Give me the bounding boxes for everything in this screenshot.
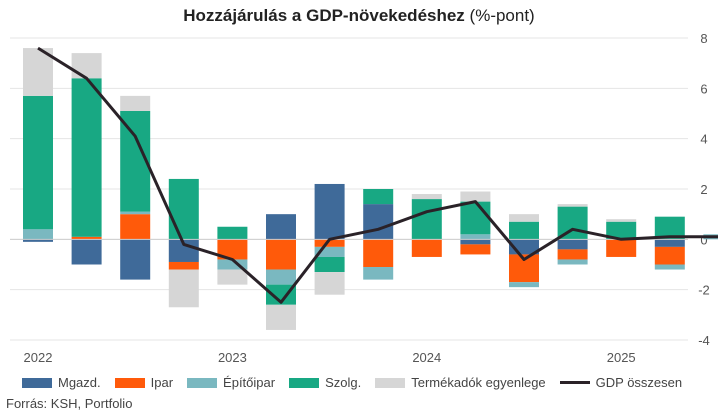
bar-mgazd bbox=[168, 239, 199, 262]
bar-szolg bbox=[654, 216, 685, 240]
gdp-line bbox=[37, 46, 718, 304]
bar-ipar bbox=[217, 239, 248, 260]
bar-p-t-ipar bbox=[120, 211, 151, 215]
x-tick-label: 2023 bbox=[218, 350, 247, 365]
bar-mgazd bbox=[557, 239, 588, 250]
legend-label: Szolg. bbox=[325, 375, 362, 390]
bar-term-kad-k-egyenlege bbox=[460, 191, 491, 202]
legend-swatch bbox=[114, 377, 145, 388]
bar-p-t-ipar bbox=[314, 246, 345, 257]
legend-swatch bbox=[187, 377, 218, 388]
y-tick-label: 8 bbox=[700, 31, 707, 46]
legend-item: Termékadók egyenlege bbox=[375, 375, 546, 390]
bar-term-kad-k-egyenlege bbox=[411, 194, 442, 200]
bar-ipar bbox=[363, 239, 394, 268]
bar-mgazd bbox=[363, 204, 394, 240]
chart-plot: -4 -2 0 2 4 6 8 2022 2023 2024 2025 bbox=[10, 31, 718, 365]
bar-p-t-ipar bbox=[654, 264, 685, 270]
bar-mgazd bbox=[266, 214, 296, 240]
legend-label: Mgazd. bbox=[58, 375, 101, 390]
bar-mgazd bbox=[654, 239, 685, 247]
bar-term-kad-k-egyenlege bbox=[168, 269, 199, 308]
x-tick-label: 2025 bbox=[607, 350, 636, 365]
bar-p-t-ipar bbox=[23, 229, 53, 240]
legend-label: Termékadók egyenlege bbox=[411, 375, 546, 390]
bar-term-kad-k-egyenlege bbox=[557, 204, 588, 207]
bar-term-kad-k-egyenlege bbox=[71, 53, 102, 79]
chart-title-unit: (%-pont) bbox=[464, 6, 535, 25]
bar-ipar bbox=[654, 246, 685, 265]
legend-swatch bbox=[375, 377, 406, 388]
bar-term-kad-k-egyenlege bbox=[266, 304, 296, 330]
y-tick-label: -2 bbox=[698, 283, 710, 298]
bar-szolg bbox=[71, 78, 102, 237]
bar-szolg bbox=[23, 95, 53, 230]
legend-swatch bbox=[22, 377, 52, 388]
bar-term-kad-k-egyenlege bbox=[314, 272, 345, 295]
bar-szolg bbox=[606, 221, 637, 240]
chart-title-main: Hozzájárulás a GDP-növekedéshez bbox=[183, 6, 465, 25]
bar-p-t-ipar bbox=[363, 267, 394, 280]
bar-szolg bbox=[411, 199, 442, 240]
bar-ipar bbox=[120, 214, 151, 240]
bar-ipar bbox=[71, 236, 102, 240]
bar-term-kad-k-egyenlege bbox=[606, 219, 637, 222]
bar-mgazd bbox=[314, 183, 345, 240]
bar-ipar bbox=[314, 239, 345, 247]
y-tick-label: 6 bbox=[700, 81, 707, 96]
x-tick-label: 2024 bbox=[412, 350, 441, 365]
bar-ipar bbox=[460, 244, 491, 255]
source-note: Forrás: KSH, Portfolio bbox=[6, 396, 133, 411]
legend-label: Ipar bbox=[150, 375, 174, 390]
x-tick-label: 2022 bbox=[24, 350, 53, 365]
bar-p-t-ipar bbox=[509, 282, 539, 288]
y-tick-label: 2 bbox=[700, 182, 707, 197]
legend-swatch bbox=[289, 377, 320, 388]
legend-item: Építőipar bbox=[187, 375, 275, 390]
legend-item: GDP összesen bbox=[559, 375, 683, 390]
legend-label: GDP összesen bbox=[595, 375, 683, 390]
bar-p-t-ipar bbox=[217, 259, 248, 270]
legend-item: Mgazd. bbox=[22, 375, 101, 390]
chart-title: Hozzájárulás a GDP-növekedéshez (%-pont) bbox=[0, 6, 718, 26]
bar-mgazd bbox=[71, 239, 102, 265]
bar-szolg bbox=[363, 189, 394, 205]
legend-label: Építőipar bbox=[223, 375, 276, 390]
legend-item: Szolg. bbox=[289, 375, 361, 390]
y-tick-label: -4 bbox=[698, 333, 710, 348]
bar-mgazd bbox=[23, 239, 53, 242]
bar-term-kad-k-egyenlege bbox=[120, 95, 151, 111]
bar-term-kad-k-egyenlege bbox=[509, 214, 539, 222]
bar-mgazd bbox=[460, 239, 491, 245]
bar-mgazd bbox=[120, 239, 151, 280]
bar-ipar bbox=[557, 249, 588, 260]
y-tick-label: 4 bbox=[700, 132, 707, 147]
bar-szolg bbox=[168, 178, 199, 240]
bar-p-t-ipar bbox=[557, 259, 588, 265]
bar-ipar bbox=[411, 239, 442, 257]
bar-szolg bbox=[217, 226, 248, 240]
bar-p-t-ipar bbox=[460, 234, 491, 240]
bar-szolg bbox=[266, 284, 296, 305]
bar-ipar bbox=[266, 239, 296, 270]
legend-line-marker bbox=[559, 381, 590, 384]
chart-legend: Mgazd. Ipar Építőipar Szolg. Termékadók egye… bbox=[22, 375, 696, 390]
legend-item: Ipar bbox=[114, 375, 174, 390]
bar-p-t-ipar bbox=[266, 269, 296, 285]
y-tick-label: 0 bbox=[700, 232, 707, 247]
bar-ipar bbox=[606, 239, 637, 257]
bar-szolg bbox=[460, 201, 491, 235]
bar-ipar bbox=[168, 261, 199, 270]
bar-term-kad-k-egyenlege bbox=[217, 269, 248, 285]
bar-szolg bbox=[509, 221, 539, 240]
bar-szolg bbox=[314, 256, 345, 273]
